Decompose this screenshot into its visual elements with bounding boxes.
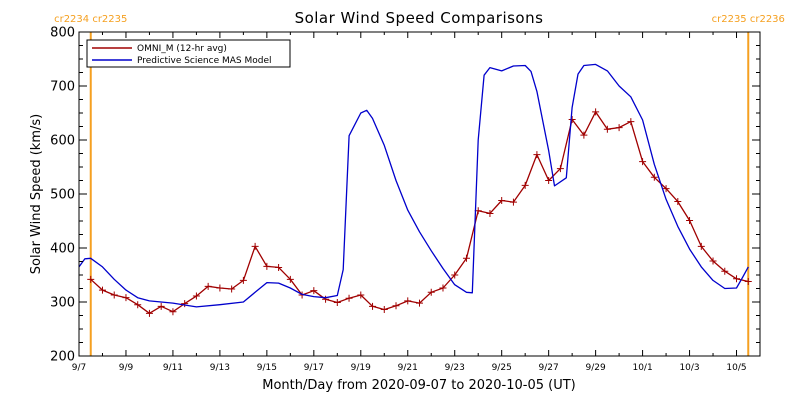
- y-tick-label-0: 200: [50, 350, 75, 365]
- series-line-1: [78, 63, 749, 308]
- carrington-label-1: cr2235 cr2236: [712, 14, 785, 25]
- data-point-0-48: [650, 173, 658, 181]
- data-point-0-55: [733, 275, 741, 283]
- data-point-0-19: [310, 287, 318, 295]
- data-point-0-54: [721, 267, 729, 275]
- data-point-0-37: [521, 181, 529, 189]
- x-tick-label-3: 9/13: [210, 363, 230, 373]
- legend-box: [86, 39, 291, 68]
- data-point-0-45: [615, 124, 623, 132]
- x-tick-label-4: 9/15: [257, 363, 277, 373]
- data-point-0-8: [181, 300, 189, 308]
- x-tick-label-8: 9/23: [445, 363, 465, 373]
- data-point-0-10: [204, 282, 212, 290]
- data-point-0-29: [427, 288, 435, 296]
- x-tick-label-11: 9/29: [586, 363, 606, 373]
- data-point-0-34: [486, 209, 494, 217]
- y-axis-title: Solar Wind Speed (km/s): [29, 114, 44, 274]
- data-point-0-26: [392, 302, 400, 310]
- data-point-0-24: [369, 302, 377, 310]
- x-tick-label-2: 9/11: [163, 363, 183, 373]
- legend: OMNI_M (12-hr avg) Predictive Science MA…: [86, 39, 291, 68]
- data-point-0-49: [662, 185, 670, 193]
- data-point-0-38: [533, 151, 541, 159]
- data-point-0-13: [239, 276, 247, 284]
- data-point-0-11: [216, 284, 224, 292]
- data-point-0-42: [580, 131, 588, 139]
- x-tick-label-14: 10/5: [726, 363, 746, 373]
- y-tick-label-6: 800: [50, 26, 75, 41]
- x-tick-label-12: 10/1: [632, 363, 652, 373]
- data-point-0-46: [627, 118, 635, 126]
- data-point-0-35: [498, 196, 506, 204]
- data-point-0-28: [416, 299, 423, 307]
- data-point-0-9: [192, 292, 200, 300]
- data-point-0-31: [451, 271, 459, 279]
- data-point-0-0: [87, 275, 95, 283]
- data-point-0-22: [345, 294, 353, 302]
- data-point-0-25: [380, 306, 388, 314]
- legend-label-model: Predictive Science MAS Model: [137, 56, 272, 66]
- data-point-0-7: [169, 308, 177, 316]
- y-tick-label-3: 500: [50, 188, 75, 203]
- data-point-0-52: [697, 242, 705, 250]
- data-point-0-3: [122, 294, 130, 302]
- data-point-0-51: [686, 216, 694, 224]
- x-tick-label-7: 9/21: [398, 363, 418, 373]
- legend-label-omni: OMNI_M (12-hr avg): [137, 44, 227, 54]
- x-tick-label-0: 9/7: [72, 363, 86, 373]
- x-tick-label-6: 9/19: [351, 363, 371, 373]
- data-point-0-39: [545, 177, 553, 184]
- data-point-0-50: [674, 198, 682, 206]
- data-point-0-16: [275, 263, 283, 271]
- data-point-0-32: [462, 254, 470, 262]
- x-axis-ticks: 9/7 9/9 9/11 9/13 9/15 9/17 9/19 9/21 9/23 9/25 9/…: [72, 32, 747, 373]
- data-point-0-15: [263, 262, 271, 270]
- carrington-markers: cr2234 cr2235 cr2235 cr2236: [54, 14, 785, 356]
- data-point-0-1: [98, 286, 106, 294]
- y-tick-label-5: 700: [50, 80, 75, 95]
- y-axis-ticks: 200 300 400 500 600 700 800: [50, 26, 760, 365]
- data-point-0-6: [157, 302, 165, 310]
- carrington-label-0: cr2234 cr2235: [54, 14, 127, 25]
- data-point-0-43: [592, 108, 600, 116]
- series-lines: [78, 63, 752, 317]
- data-point-0-21: [333, 299, 341, 307]
- data-point-0-5: [145, 309, 153, 317]
- x-tick-label-10: 9/27: [539, 363, 559, 373]
- data-point-0-36: [509, 198, 517, 206]
- chart-title: Solar Wind Speed Comparisons: [295, 9, 544, 27]
- data-point-0-27: [404, 297, 412, 305]
- data-point-0-17: [286, 275, 294, 283]
- data-point-0-40: [556, 165, 564, 173]
- data-point-0-47: [639, 158, 647, 166]
- x-tick-label-5: 9/17: [304, 363, 324, 373]
- x-tick-label-1: 9/9: [119, 363, 134, 373]
- y-tick-label-4: 600: [50, 134, 75, 149]
- data-point-0-56: [744, 277, 752, 285]
- y-tick-label-2: 400: [50, 242, 75, 257]
- data-point-0-44: [603, 125, 611, 133]
- data-point-0-41: [568, 115, 576, 123]
- x-tick-label-13: 10/3: [679, 363, 699, 373]
- data-point-0-2: [110, 291, 118, 299]
- data-point-0-12: [228, 285, 236, 293]
- data-point-0-14: [251, 242, 259, 250]
- x-tick-label-9: 9/25: [492, 363, 512, 373]
- data-point-0-23: [357, 291, 365, 299]
- y-tick-label-1: 300: [50, 296, 75, 311]
- x-axis-title: Month/Day from 2020-09-07 to 2020-10-05 …: [262, 378, 575, 393]
- data-point-0-4: [134, 301, 142, 309]
- data-point-0-20: [322, 295, 330, 303]
- data-point-0-30: [439, 284, 447, 292]
- data-point-0-53: [709, 257, 717, 265]
